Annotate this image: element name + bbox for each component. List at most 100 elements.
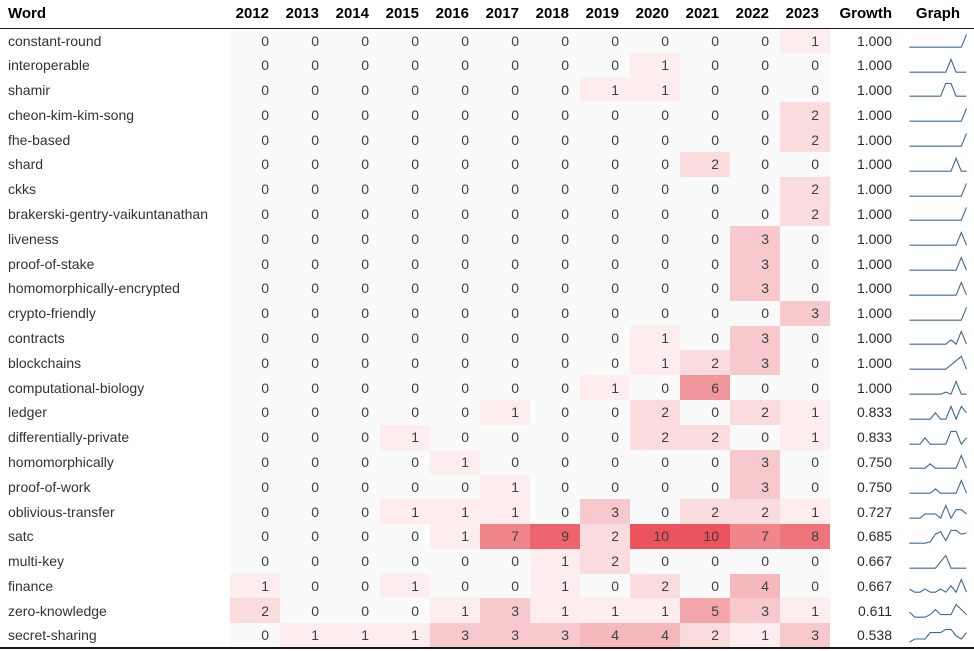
table-row: shamir 0 0 0 0 0 0 0 1 1 0 0 0 1.000: [0, 77, 974, 103]
table-row: secret-sharing 0 1 1 1 3 3 3 4 4 2 1 3 0.538: [0, 623, 974, 648]
year-count-cell: 0: [230, 548, 280, 574]
year-count-cell: 0: [280, 52, 330, 78]
year-count-cell: 0: [530, 201, 580, 227]
sparkline-cell: [902, 400, 974, 425]
growth-cell: 1.000: [856, 230, 892, 247]
year-count-cell: 0: [580, 424, 630, 450]
year-count-cell: 0: [380, 598, 430, 624]
word-cell: multi-key: [8, 553, 65, 570]
word-cell: interoperable: [8, 57, 90, 74]
year-count-cell: 0: [330, 449, 380, 475]
year-count-cell: 1: [430, 499, 480, 524]
year-count-cell: 0: [230, 102, 280, 128]
sparkline-cell: [902, 226, 974, 251]
year-count-cell: 1: [630, 77, 680, 103]
year-count-cell: 0: [430, 226, 480, 252]
col-header-2012: 2012: [230, 0, 280, 29]
trend-sparkline: [909, 404, 967, 421]
year-count-cell: 1: [330, 623, 380, 648]
col-header-2013: 2013: [280, 0, 330, 29]
year-count-cell: 0: [480, 226, 530, 252]
year-count-cell: 0: [280, 598, 330, 624]
trend-sparkline: [909, 83, 967, 98]
year-count-cell: 0: [330, 275, 380, 301]
year-count-cell: 1: [430, 523, 480, 549]
year-count-cell: 0: [780, 151, 830, 177]
year-count-cell: 0: [480, 573, 530, 599]
year-count-cell: 0: [580, 325, 630, 351]
word-cell: liveness: [8, 230, 59, 247]
trend-sparkline: [909, 108, 968, 123]
year-count-cell: 0: [780, 573, 830, 599]
year-count-cell: 0: [380, 201, 430, 227]
year-count-cell: 0: [530, 399, 580, 425]
table-row: homomorphically-encrypted 0 0 0 0 0 0 0 0 0 0 3 0 1.0…: [0, 275, 974, 301]
year-count-cell: 0: [380, 350, 430, 376]
year-count-cell: 2: [780, 102, 830, 128]
year-count-cell: 3: [780, 623, 830, 648]
year-count-cell: 0: [430, 77, 480, 103]
col-header-2015: 2015: [380, 0, 430, 29]
year-count-cell: 0: [530, 350, 580, 376]
year-count-cell: 0: [730, 375, 780, 400]
year-count-cell: 0: [680, 399, 730, 425]
word-cell: differentially-private: [8, 429, 130, 446]
year-count-cell: 0: [580, 52, 630, 78]
table-row: interoperable 0 0 0 0 0 0 0 0 1 0 0 0 1.000: [0, 52, 974, 78]
trend-sparkline: [909, 34, 968, 48]
year-count-cell: 0: [380, 251, 430, 276]
growth-cell: 1.000: [856, 106, 892, 123]
year-count-cell: 0: [630, 275, 680, 301]
year-count-cell: 0: [730, 151, 780, 177]
year-count-cell: 0: [230, 523, 280, 549]
year-count-cell: 0: [280, 102, 330, 128]
year-count-cell: 3: [530, 623, 580, 648]
year-count-cell: 0: [280, 127, 330, 152]
trend-sparkline: [909, 553, 967, 569]
year-count-cell: 0: [530, 449, 580, 475]
year-count-cell: 0: [330, 77, 380, 103]
year-count-cell: 0: [530, 474, 580, 500]
year-count-cell: 0: [280, 28, 330, 53]
year-count-cell: 0: [380, 28, 430, 53]
year-count-cell: 2: [680, 424, 730, 450]
word-cell: contracts: [8, 329, 65, 346]
trend-sparkline: [909, 454, 968, 470]
year-count-cell: 2: [630, 399, 680, 425]
growth-cell: 1.000: [856, 305, 892, 322]
year-count-cell: 0: [730, 300, 780, 326]
year-count-cell: 0: [730, 102, 780, 128]
word-cell: constant-round: [8, 32, 102, 49]
word-cell: blockchains: [8, 354, 82, 371]
year-count-cell: 1: [480, 499, 530, 524]
year-count-cell: 0: [730, 201, 780, 227]
year-count-cell: 0: [480, 52, 530, 78]
year-count-cell: 0: [280, 176, 330, 202]
year-count-cell: 0: [280, 424, 330, 450]
year-count-cell: 1: [530, 573, 580, 599]
growth-cell: 0.667: [856, 553, 892, 570]
trend-sparkline: [909, 256, 968, 271]
trend-sparkline: [909, 603, 967, 618]
year-count-cell: 0: [330, 127, 380, 152]
year-count-cell: 0: [330, 350, 380, 376]
word-cell: brakerski-gentry-vaikuntanathan: [8, 205, 208, 222]
year-count-cell: 0: [330, 548, 380, 574]
year-count-cell: 0: [480, 127, 530, 152]
year-count-cell: 0: [480, 201, 530, 227]
year-count-cell: 2: [230, 598, 280, 624]
trend-sparkline: [909, 578, 968, 594]
year-count-cell: 0: [630, 251, 680, 276]
year-count-cell: 0: [330, 499, 380, 524]
year-count-cell: 0: [680, 300, 730, 326]
table-row: oblivious-transfer 0 0 0 1 1 1 0 3 0 2 2 1 0.727: [0, 499, 974, 524]
year-count-cell: 0: [330, 399, 380, 425]
year-count-cell: 0: [530, 424, 580, 450]
year-count-cell: 0: [730, 28, 780, 53]
growth-cell: 0.667: [856, 577, 892, 594]
col-header-2017: 2017: [480, 0, 530, 29]
word-cell: proof-of-stake: [8, 255, 95, 272]
year-count-cell: 0: [530, 375, 580, 400]
